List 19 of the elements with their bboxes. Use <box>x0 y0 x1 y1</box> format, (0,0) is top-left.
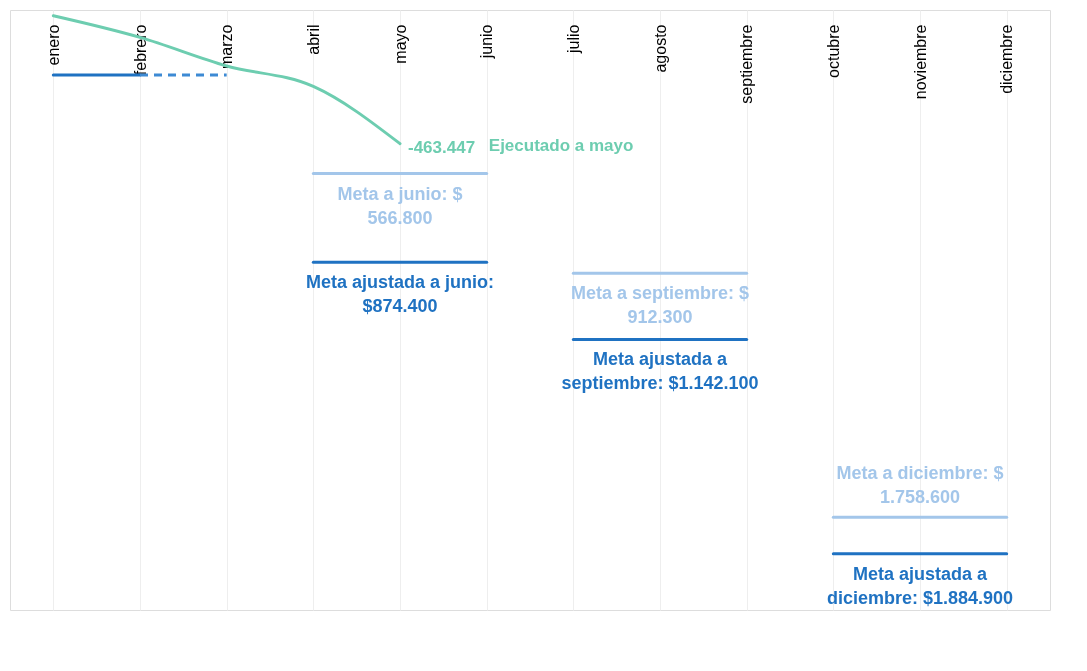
x-tick-label: junio <box>478 24 496 60</box>
x-tick-label: octubre <box>824 24 842 78</box>
annotation: Meta ajustada a diciembre: $1.884.900 <box>826 563 1014 608</box>
x-tick-label: enero <box>44 24 62 66</box>
annotation: Meta ajustada a septiembre: $1.142.100 <box>561 349 759 394</box>
annotation: Meta a diciembre: $ 1.758.600 <box>836 463 1004 508</box>
data-label: -463.447 <box>408 137 476 157</box>
x-tick-label: noviembre <box>911 24 929 100</box>
annotation: Meta a junio: $ 566.800 <box>337 183 463 228</box>
text: Ejecutado a mayo <box>488 135 634 155</box>
x-tick-label: julio <box>564 24 582 54</box>
x-tick-label: diciembre <box>998 24 1016 94</box>
x-tick-label: septiembre <box>738 24 756 104</box>
annotation: Meta ajustada a junio: $874.400 <box>305 272 495 317</box>
x-tick-label: marzo <box>218 24 236 69</box>
x-tick-label: agosto <box>651 24 669 73</box>
annotation: Meta a septiembre: $ 912.300 <box>570 283 750 328</box>
x-tick-label: abril <box>304 24 322 55</box>
x-tick-label: mayo <box>391 24 409 64</box>
